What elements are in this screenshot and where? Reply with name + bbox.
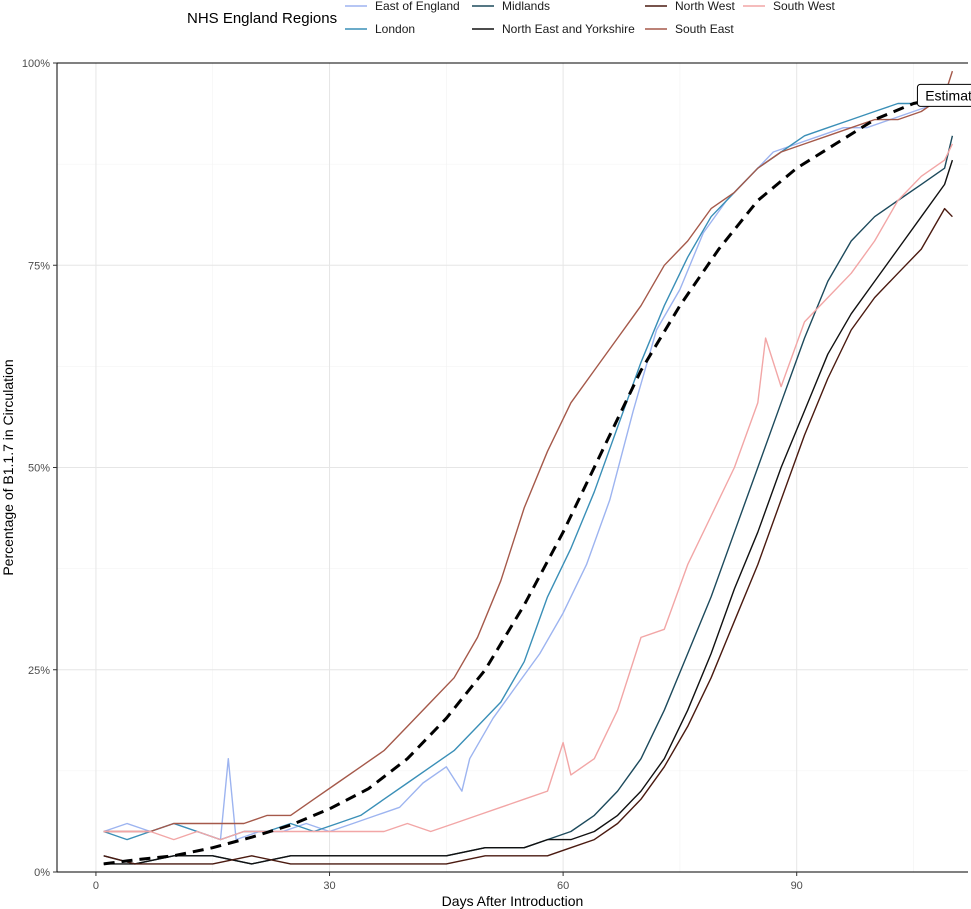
legend-label: London — [375, 22, 415, 36]
legend-label: South West — [773, 0, 835, 13]
x-tick-label: 0 — [93, 880, 99, 892]
legend-label: North East and Yorkshire — [502, 22, 635, 36]
x-tick-label: 90 — [791, 880, 803, 892]
x-tick-label: 30 — [323, 880, 335, 892]
legend-item: London — [345, 22, 415, 36]
x-axis-title: Days After Introduction — [442, 893, 584, 909]
y-tick-label: 75% — [28, 260, 50, 272]
series-line-south-west — [103, 143, 954, 841]
legend-item: South West — [743, 0, 835, 13]
legend-item: North West — [645, 0, 735, 13]
legend-item: East of England — [345, 0, 460, 13]
legend-label: North West — [675, 0, 735, 13]
legend-item: North East and Yorkshire — [472, 22, 635, 36]
y-tick-label: 100% — [22, 58, 50, 70]
series-line-north-east-and-yorkshire — [103, 159, 954, 865]
legend-label: East of England — [375, 0, 460, 13]
y-tick-label: 25% — [28, 665, 50, 677]
annotation-text: Estimate — [925, 87, 971, 103]
y-tick-label: 50% — [28, 463, 50, 475]
series-line-south-east — [103, 70, 954, 833]
legend-title: NHS England Regions — [187, 10, 337, 27]
axes: 0 30 60 90 0% 25% 50% 75% 100% Days After Introdu… — [0, 58, 968, 909]
x-tick-label: 60 — [557, 880, 569, 892]
series-line-north-west — [103, 207, 953, 865]
legend-label: Midlands — [502, 0, 550, 13]
annotation-box — [916, 83, 971, 107]
plot-area: Estimate — [57, 62, 971, 873]
series-line-estimate — [103, 93, 953, 866]
series-line-east-of-england — [103, 94, 953, 841]
legend-item: South East — [645, 22, 734, 36]
y-axis-title: Percentage of B1.1.7 in Circulation — [0, 359, 16, 575]
annotation-label: Estimate — [916, 83, 971, 107]
legend-item: Midlands — [472, 0, 550, 13]
legend-label: South East — [675, 22, 734, 36]
legend: NHS England Regions East of England London… — [187, 0, 835, 36]
y-tick-label: 0% — [34, 867, 50, 879]
